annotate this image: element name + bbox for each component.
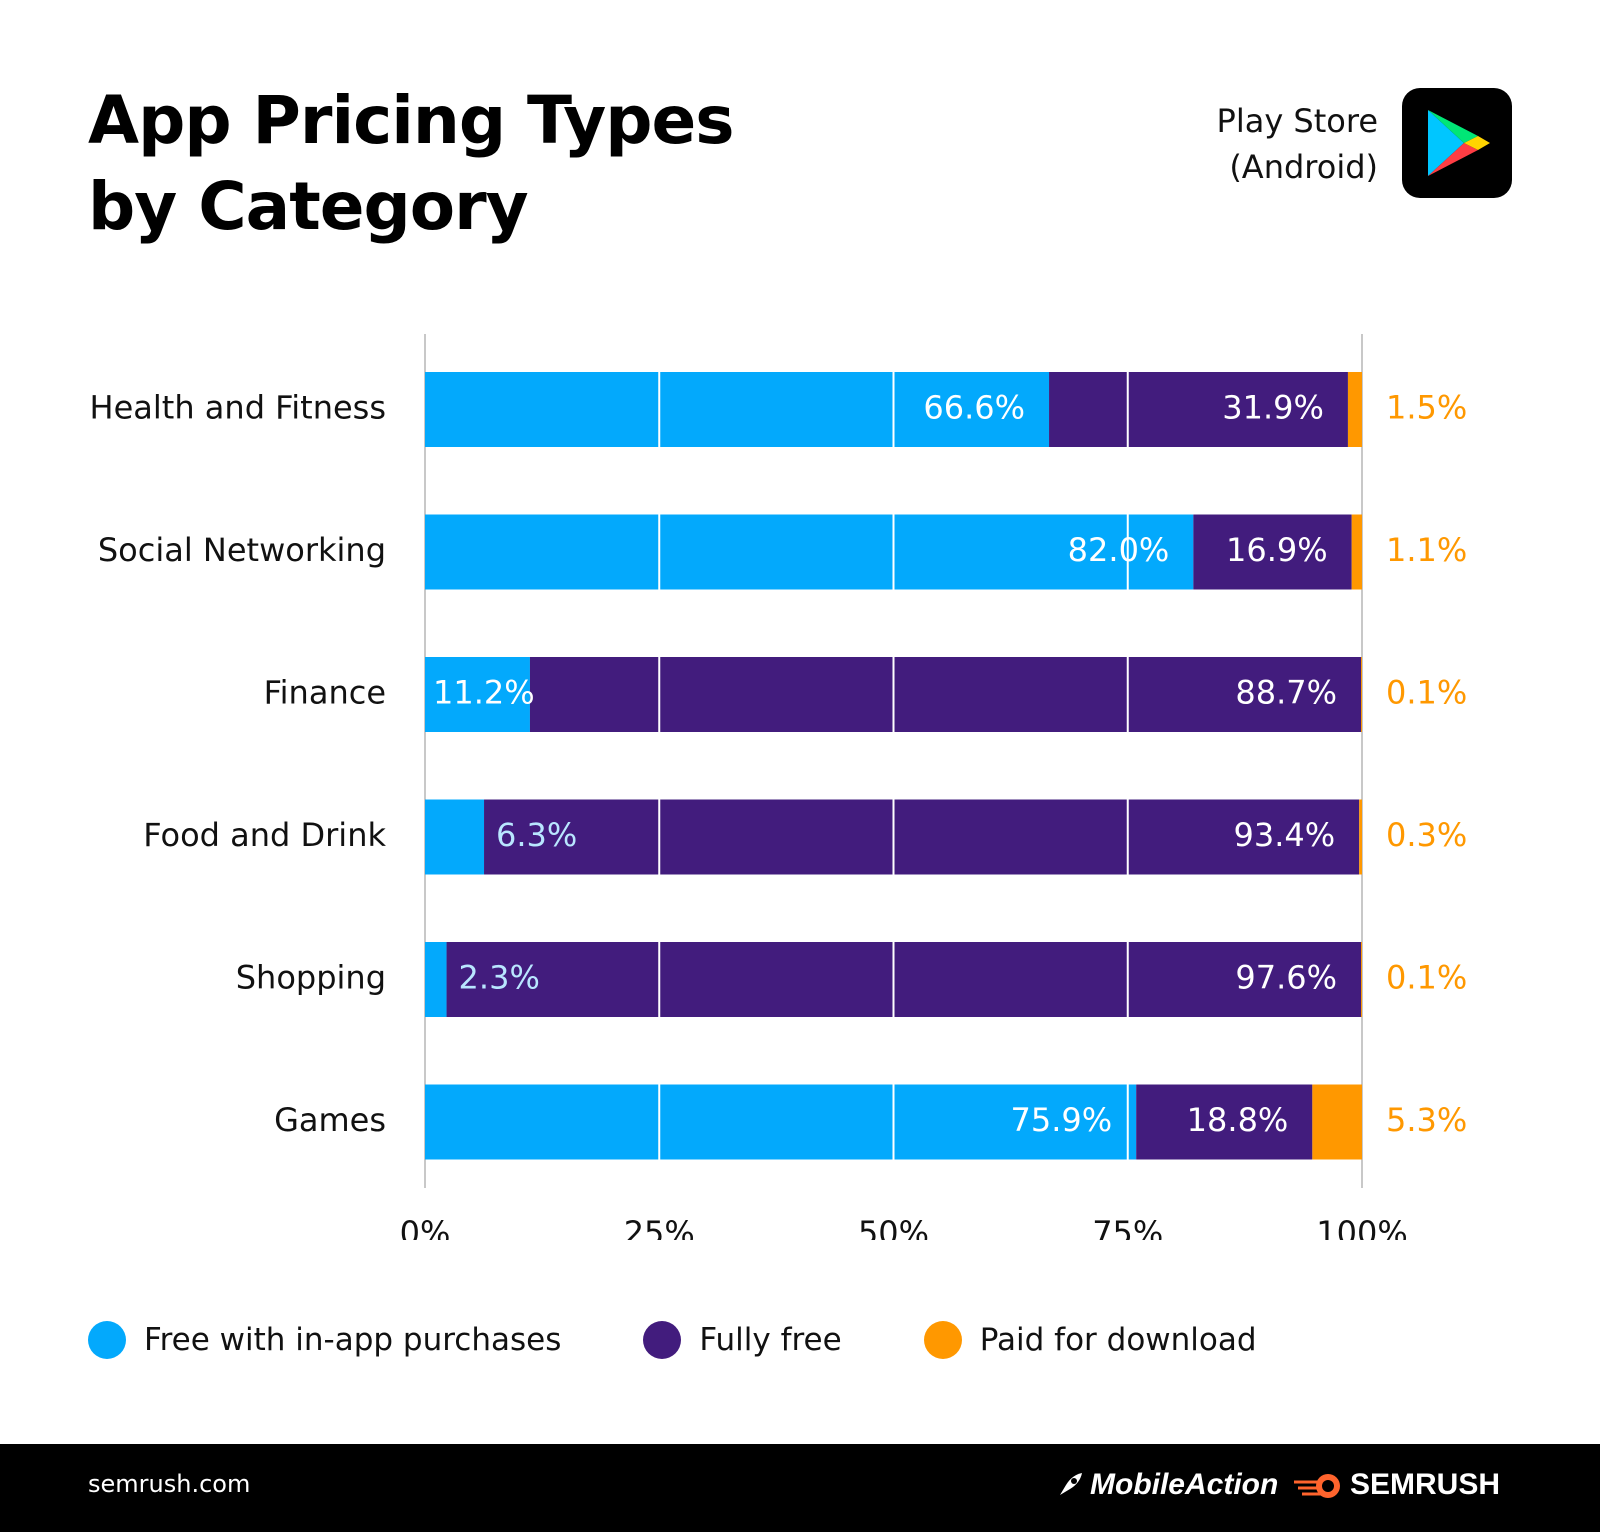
data-label-paid: 0.1% — [1386, 674, 1467, 712]
bar-segment-paid — [1351, 514, 1362, 590]
chart-title: App Pricing Types by Category — [88, 78, 888, 250]
bar-segment-free-iap — [425, 942, 447, 1017]
footer-url: semrush.com — [88, 1470, 251, 1498]
bar-segment-fully-free — [1193, 514, 1352, 590]
legend-item-paid: Paid for download — [923, 1321, 1257, 1359]
bar-segment-paid — [1312, 1084, 1362, 1160]
data-label-fully-free: 93.4% — [1234, 816, 1336, 854]
category-label: Games — [274, 1101, 386, 1139]
data-label-free-iap: 2.3% — [459, 959, 540, 997]
legend-swatch-free-iap — [88, 1321, 126, 1359]
x-tick-label: 100% — [1316, 1214, 1407, 1240]
mobileaction-logo: MobileAction — [1056, 1468, 1278, 1502]
data-label-free-iap: 75.9% — [1011, 1101, 1113, 1139]
bar-segment-fully-free — [1049, 372, 1348, 447]
legend: Free with in-app purchases Fully free Pa… — [88, 1318, 1339, 1362]
bar-segment-fully-free — [484, 799, 1360, 875]
x-tick-label: 75% — [1092, 1214, 1163, 1240]
store-label: Play Store (Android) — [1217, 98, 1378, 190]
stacked-bar-chart: Health and Fitness 66.6% 31.9% 1.5% Social N… — [90, 334, 1467, 1240]
data-label-paid: 5.3% — [1386, 1101, 1467, 1139]
data-label-fully-free: 97.6% — [1235, 959, 1337, 997]
semrush-logo: SEMRUSH — [1292, 1468, 1500, 1502]
title-line-1: App Pricing Types — [88, 82, 735, 159]
store-label-line-1: Play Store — [1216, 102, 1378, 140]
semrush-fire-icon — [1294, 1474, 1340, 1498]
bar-segment-paid — [1347, 372, 1362, 447]
bar-segment-fully-free — [529, 657, 1362, 732]
legend-label-free-iap: Free with in-app purchases — [144, 1322, 562, 1358]
category-label: Social Networking — [98, 531, 386, 569]
legend-swatch-paid — [923, 1321, 962, 1359]
store-label-line-2: (Android) — [1229, 148, 1378, 186]
footer: semrush.com MobileAction SEMRUSH — [0, 1444, 1600, 1532]
data-label-paid: 1.5% — [1386, 389, 1467, 427]
data-label-fully-free: 16.9% — [1226, 531, 1328, 569]
legend-swatch-fully-free — [643, 1321, 682, 1359]
data-label-fully-free: 88.7% — [1235, 674, 1337, 712]
data-label-paid: 1.1% — [1386, 531, 1467, 569]
play-store-icon — [1402, 88, 1512, 198]
legend-item-free-iap: Free with in-app purchases — [88, 1321, 561, 1359]
bar-segment-free-iap — [425, 799, 485, 875]
data-label-fully-free: 18.8% — [1187, 1101, 1289, 1139]
semrush-wordmark: SEMRUSH — [1350, 1468, 1501, 1501]
mobileaction-wordmark: MobileAction — [1090, 1468, 1279, 1501]
play-store-logo — [1428, 110, 1490, 176]
bar-segment-paid — [1361, 657, 1362, 732]
category-label: Food and Drink — [143, 816, 386, 854]
bar-segment-free-iap — [425, 514, 1194, 590]
x-tick-label: 25% — [624, 1214, 695, 1240]
legend-label-fully-free: Fully free — [699, 1322, 842, 1358]
bar-segment-free-iap — [425, 657, 530, 732]
legend-label-paid: Paid for download — [979, 1322, 1257, 1358]
category-label: Shopping — [236, 959, 386, 997]
bar-segment-fully-free — [446, 942, 1362, 1017]
category-label: Health and Fitness — [90, 389, 386, 427]
x-tick-label: 50% — [858, 1214, 929, 1240]
data-label-free-iap: 82.0% — [1068, 531, 1170, 569]
title-line-2: by Category — [88, 168, 529, 245]
x-tick-label: 0% — [400, 1214, 451, 1240]
data-label-fully-free: 31.9% — [1222, 389, 1324, 427]
bar-segment-free-iap — [425, 1084, 1137, 1160]
rocket-icon — [1060, 1473, 1082, 1495]
bar-segment-fully-free — [1136, 1084, 1313, 1160]
data-label-free-iap: 66.6% — [923, 389, 1025, 427]
data-label-paid: 0.1% — [1386, 959, 1467, 997]
data-label-free-iap: 11.2% — [433, 674, 535, 712]
bar-segment-free-iap — [425, 372, 1050, 447]
bar-segment-paid — [1359, 799, 1362, 875]
category-label: Finance — [264, 674, 386, 712]
data-label-paid: 0.3% — [1386, 816, 1467, 854]
bar-segment-paid — [1361, 942, 1362, 1017]
legend-item-fully-free: Fully free — [643, 1321, 842, 1359]
data-label-free-iap: 6.3% — [496, 816, 577, 854]
